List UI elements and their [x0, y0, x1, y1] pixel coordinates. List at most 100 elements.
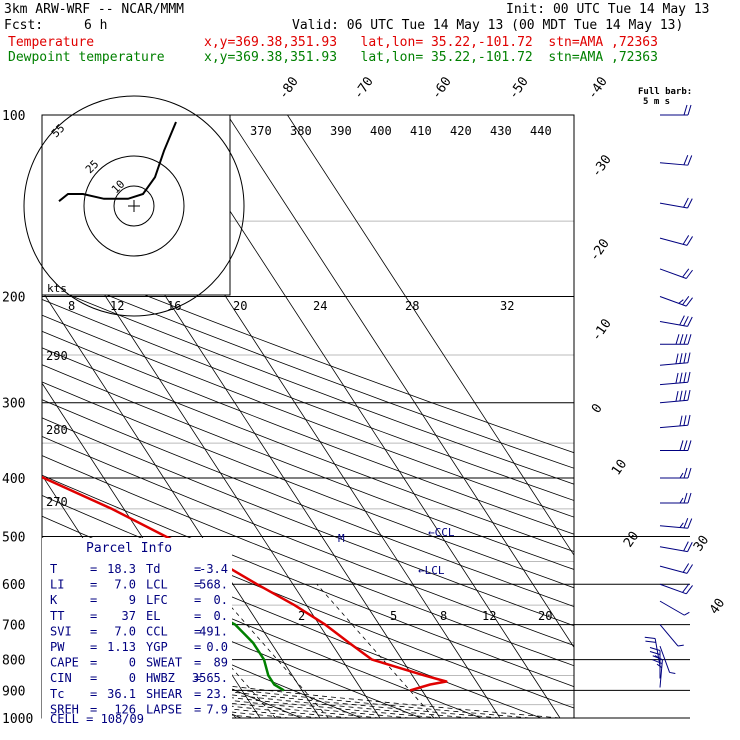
wind-barb-flag	[686, 564, 693, 574]
wind-barb-flag	[649, 647, 661, 651]
pressure-tick-label: 100	[2, 109, 25, 124]
wind-barb-flag	[687, 316, 693, 327]
hodograph-unit-label: kts	[47, 282, 67, 295]
parcel-row-eq: =	[90, 609, 97, 623]
wind-barb-staff	[659, 237, 688, 246]
wind-barb-flag	[683, 352, 687, 364]
parcel-row-eq: =	[194, 702, 201, 716]
parcel-row-eq: =	[194, 671, 201, 685]
parcel-row-value: 37	[122, 609, 136, 623]
mixing-ratio-tick-label: 24	[313, 299, 327, 313]
wind-barb	[660, 467, 692, 479]
wind-barb	[659, 624, 684, 647]
wind-barb-staff	[659, 202, 688, 209]
wind-barb-staff	[659, 565, 688, 574]
wind-barb-flag	[679, 497, 684, 504]
wind-barb-flag	[687, 389, 691, 401]
parcel-row-value: 0.	[214, 593, 228, 607]
wind-barb-flag	[687, 352, 691, 363]
wind-barb-flag	[687, 492, 692, 504]
wind-barb-staff	[659, 296, 687, 307]
theta-low-tick-label: 280	[46, 423, 68, 437]
theta-tick-label: 400	[370, 124, 392, 138]
parcel-row-label: LI	[50, 578, 64, 592]
parcel-row-value: 7.0	[114, 624, 136, 638]
hodograph-ring	[23, 95, 245, 317]
wind-barb	[652, 655, 663, 688]
parcel-row-label: HWBZ	[146, 671, 175, 685]
wind-barb-flag	[683, 541, 689, 552]
dry-adiabat-line	[42, 381, 574, 589]
wind-barb	[649, 647, 661, 679]
isotherm-tick-label: 40	[707, 596, 728, 617]
wind-barb-flag	[687, 198, 693, 209]
dry-adiabat-line	[42, 474, 574, 688]
dry-adiabat-line	[42, 399, 574, 607]
parcel-row-label: CIN	[50, 671, 72, 685]
parcel-row-label: Td	[146, 562, 160, 576]
mixing-ratio-tick-label: 20	[233, 299, 247, 313]
parcel-row-label: SWEAT	[146, 656, 182, 670]
mixing-ratio-low-tick-label: 20	[538, 609, 552, 623]
wind-barb	[659, 296, 693, 307]
wind-barb-flag	[682, 268, 690, 278]
ccl-annotation: ←CCL	[428, 526, 455, 539]
mixing-ratio-low-tick-label: 2	[298, 609, 305, 623]
parcel-row-value: 89	[214, 656, 228, 670]
isotherm-tick-label: 20	[621, 529, 642, 550]
parcel-row-label: CCL	[146, 624, 168, 638]
wind-barb-flag	[679, 522, 684, 528]
dry-adiabat-line	[42, 314, 574, 518]
isotherm-tick-label: -40	[585, 74, 611, 102]
wind-barb-flag	[683, 492, 688, 504]
wind-barb-flag	[675, 353, 679, 364]
wind-barb-flag	[682, 296, 690, 306]
wind-barb-flag	[683, 154, 689, 166]
parcel-row-label: LAPSE	[146, 702, 182, 716]
isotherm-line	[167, 115, 561, 719]
wind-barb-staff	[659, 320, 688, 327]
hodograph-frame	[41, 114, 231, 296]
hodograph-ring	[83, 155, 185, 257]
wind-barb-flag	[687, 440, 692, 451]
wind-barb	[659, 645, 676, 675]
wind-barb-flag	[683, 334, 688, 345]
wind-barb	[659, 352, 691, 366]
parcel-row-value: 23.	[206, 687, 228, 701]
wind-barb	[660, 492, 692, 504]
wind-barb-staff	[659, 399, 688, 404]
pressure-tick-label: 1000	[2, 712, 33, 727]
wind-barb-flag	[683, 316, 689, 326]
wind-barb-flag	[687, 414, 691, 426]
wind-barb	[659, 154, 693, 166]
wind-barb-flag	[675, 390, 679, 402]
pressure-tick-label: 800	[2, 654, 25, 669]
wind-barb-flag	[677, 644, 684, 647]
theta-tick-label: 390	[330, 124, 352, 138]
temperature-legend: Temperature	[8, 35, 95, 50]
wind-barb-flag	[683, 197, 689, 208]
wind-barb-flag	[679, 390, 683, 402]
theta-low-tick-label: 290	[46, 349, 68, 363]
dry-adiabat-line	[42, 582, 362, 719]
wind-barb	[659, 600, 690, 616]
dewpoint-location: x,y=369.38,351.93 lat,lon= 35.22,-101.72…	[204, 50, 658, 65]
mixing-ratio-low-tick-label: 12	[482, 609, 496, 623]
wind-barb-staff	[659, 600, 685, 616]
m-marker: M	[338, 532, 345, 545]
parcel-row-eq: =	[194, 578, 201, 592]
wind-barb-flag	[685, 585, 693, 595]
parcel-row-value: 36.1	[107, 687, 136, 701]
parcel-row-eq: =	[194, 656, 201, 670]
wind-barb	[659, 371, 691, 386]
wind-barb	[660, 104, 692, 116]
dry-adiabat-line	[42, 253, 574, 454]
parcel-row-eq: =	[194, 562, 201, 576]
isotherm-tick-label: -70	[351, 74, 377, 102]
isotherm-tick-label: 10	[609, 457, 630, 478]
parcel-row-value: 3565.	[192, 671, 228, 685]
mixing-ratio-tick-label: 28	[405, 299, 419, 313]
wind-barb-flag	[682, 235, 690, 245]
wind-barb-staff	[659, 381, 688, 386]
wind-barb-staff	[659, 362, 688, 366]
